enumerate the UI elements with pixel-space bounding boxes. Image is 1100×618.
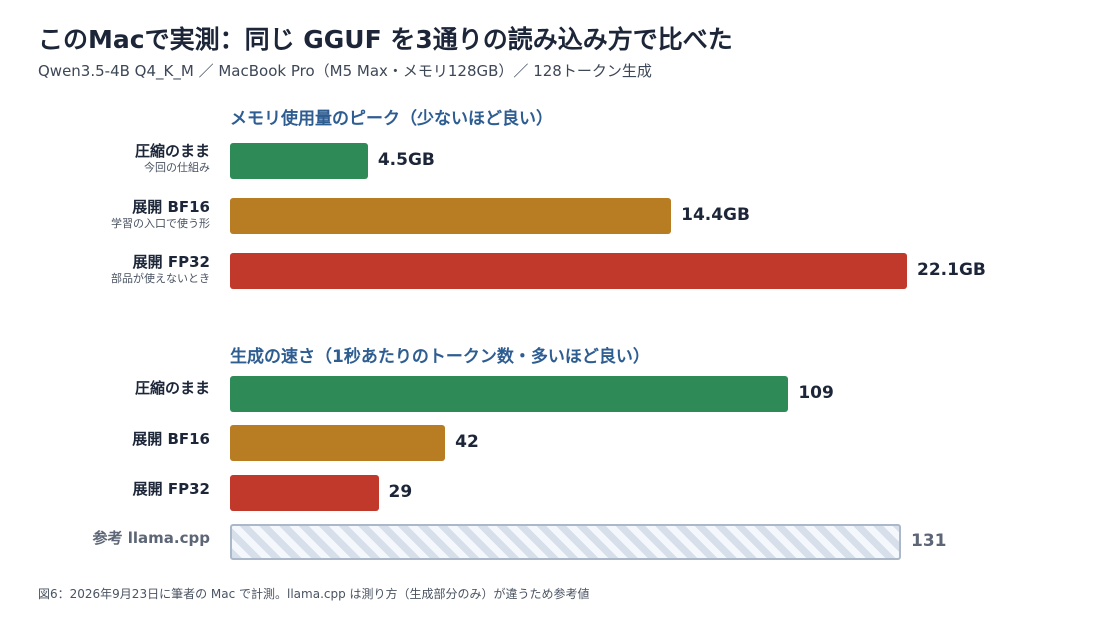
category-label: 展開 BF16 bbox=[132, 198, 210, 216]
category-label: 参考 llama.cpp bbox=[92, 529, 210, 547]
memory-category-bf16: 展開 BF16 学習の入口で使う形 bbox=[111, 198, 210, 231]
footnote: 図6：2026年9月23日に筆者の Mac で計測。llama.cpp は測り方… bbox=[38, 587, 590, 601]
speed-value-compressed: 109 bbox=[798, 383, 834, 403]
speed-bar-fp32 bbox=[230, 475, 379, 511]
speed-category-reference: 参考 llama.cpp bbox=[93, 529, 210, 547]
memory-value-compressed: 4.5GB bbox=[377, 150, 435, 170]
speed-category-compressed: 圧縮のまま bbox=[135, 379, 210, 397]
memory-value-fp32: 22.1GB bbox=[917, 260, 986, 280]
memory-bar-compressed bbox=[230, 143, 368, 179]
memory-bar-bf16 bbox=[230, 198, 672, 234]
chart-subtitle: Qwen3.5-4B Q4_K_M ／ MacBook Pro（M5 Max・メ… bbox=[38, 62, 652, 80]
memory-category-compressed: 圧縮のまま 今回の仕組み bbox=[135, 142, 210, 175]
speed-bar-bf16 bbox=[230, 425, 446, 461]
category-label: 展開 FP32 bbox=[132, 480, 210, 498]
memory-category-fp32: 展開 FP32 部品が使えないとき bbox=[111, 253, 210, 286]
category-note: 学習の入口で使う形 bbox=[111, 217, 210, 230]
speed-bar-compressed bbox=[230, 376, 789, 412]
category-label: 展開 FP32 bbox=[132, 253, 210, 271]
speed-bar-reference bbox=[230, 524, 901, 560]
speed-category-bf16: 展開 BF16 bbox=[132, 430, 210, 448]
category-label: 圧縮のまま bbox=[134, 142, 210, 160]
speed-category-fp32: 展開 FP32 bbox=[133, 480, 210, 498]
category-note: 部品が使えないとき bbox=[111, 272, 210, 285]
category-note: 今回の仕組み bbox=[144, 161, 210, 174]
speed-value-reference: 131 bbox=[911, 531, 947, 551]
chart-title: このMacで実測：同じ GGUF を3通りの読み込み方で比べた bbox=[38, 25, 733, 54]
speed-value-bf16: 42 bbox=[455, 432, 479, 452]
speed-section-title: 生成の速さ（1秒あたりのトークン数・多いほど良い） bbox=[230, 347, 650, 367]
memory-bar-fp32 bbox=[230, 253, 907, 289]
speed-value-fp32: 29 bbox=[388, 482, 413, 502]
memory-section-title: メモリ使用量のピーク（少ないほど良い） bbox=[230, 109, 553, 129]
memory-value-bf16: 14.4GB bbox=[681, 205, 750, 225]
category-label: 圧縮のまま bbox=[134, 379, 210, 397]
category-label: 展開 BF16 bbox=[132, 430, 210, 448]
